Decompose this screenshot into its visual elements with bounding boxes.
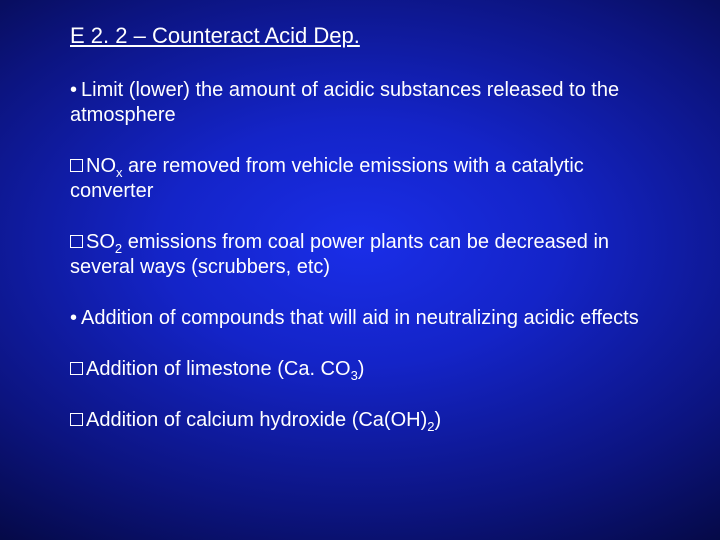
- bullet-text: Addition of calcium hydroxide (Ca(OH)2): [86, 409, 441, 431]
- slide: E 2. 2 – Counteract Acid Dep. •Limit (lo…: [0, 0, 720, 540]
- bullet-dot-icon: •: [70, 306, 77, 331]
- bullet-square-icon: [70, 235, 83, 248]
- bullet-square-icon: [70, 362, 83, 375]
- bullet-square-icon: [70, 413, 83, 426]
- bullet-text: SO2 emissions from coal power plants can…: [70, 231, 609, 278]
- bullet-square-icon: [70, 159, 83, 172]
- bullet-text: Addition of compounds that will aid in n…: [81, 307, 639, 329]
- bullet-dot-icon: •: [70, 78, 77, 103]
- bullet-text: Limit (lower) the amount of acidic subst…: [70, 79, 619, 126]
- bullet-item: •Addition of compounds that will aid in …: [70, 306, 650, 331]
- slide-title: E 2. 2 – Counteract Acid Dep.: [70, 22, 650, 50]
- bullet-item: NOx are removed from vehicle emissions w…: [70, 154, 650, 204]
- bullet-text: NOx are removed from vehicle emissions w…: [70, 155, 584, 202]
- bullet-item: •Limit (lower) the amount of acidic subs…: [70, 78, 650, 128]
- bullet-item: SO2 emissions from coal power plants can…: [70, 230, 650, 280]
- bullet-text: Addition of limestone (Ca. CO3): [86, 358, 364, 380]
- bullet-item: Addition of calcium hydroxide (Ca(OH)2): [70, 408, 650, 433]
- bullet-item: Addition of limestone (Ca. CO3): [70, 357, 650, 382]
